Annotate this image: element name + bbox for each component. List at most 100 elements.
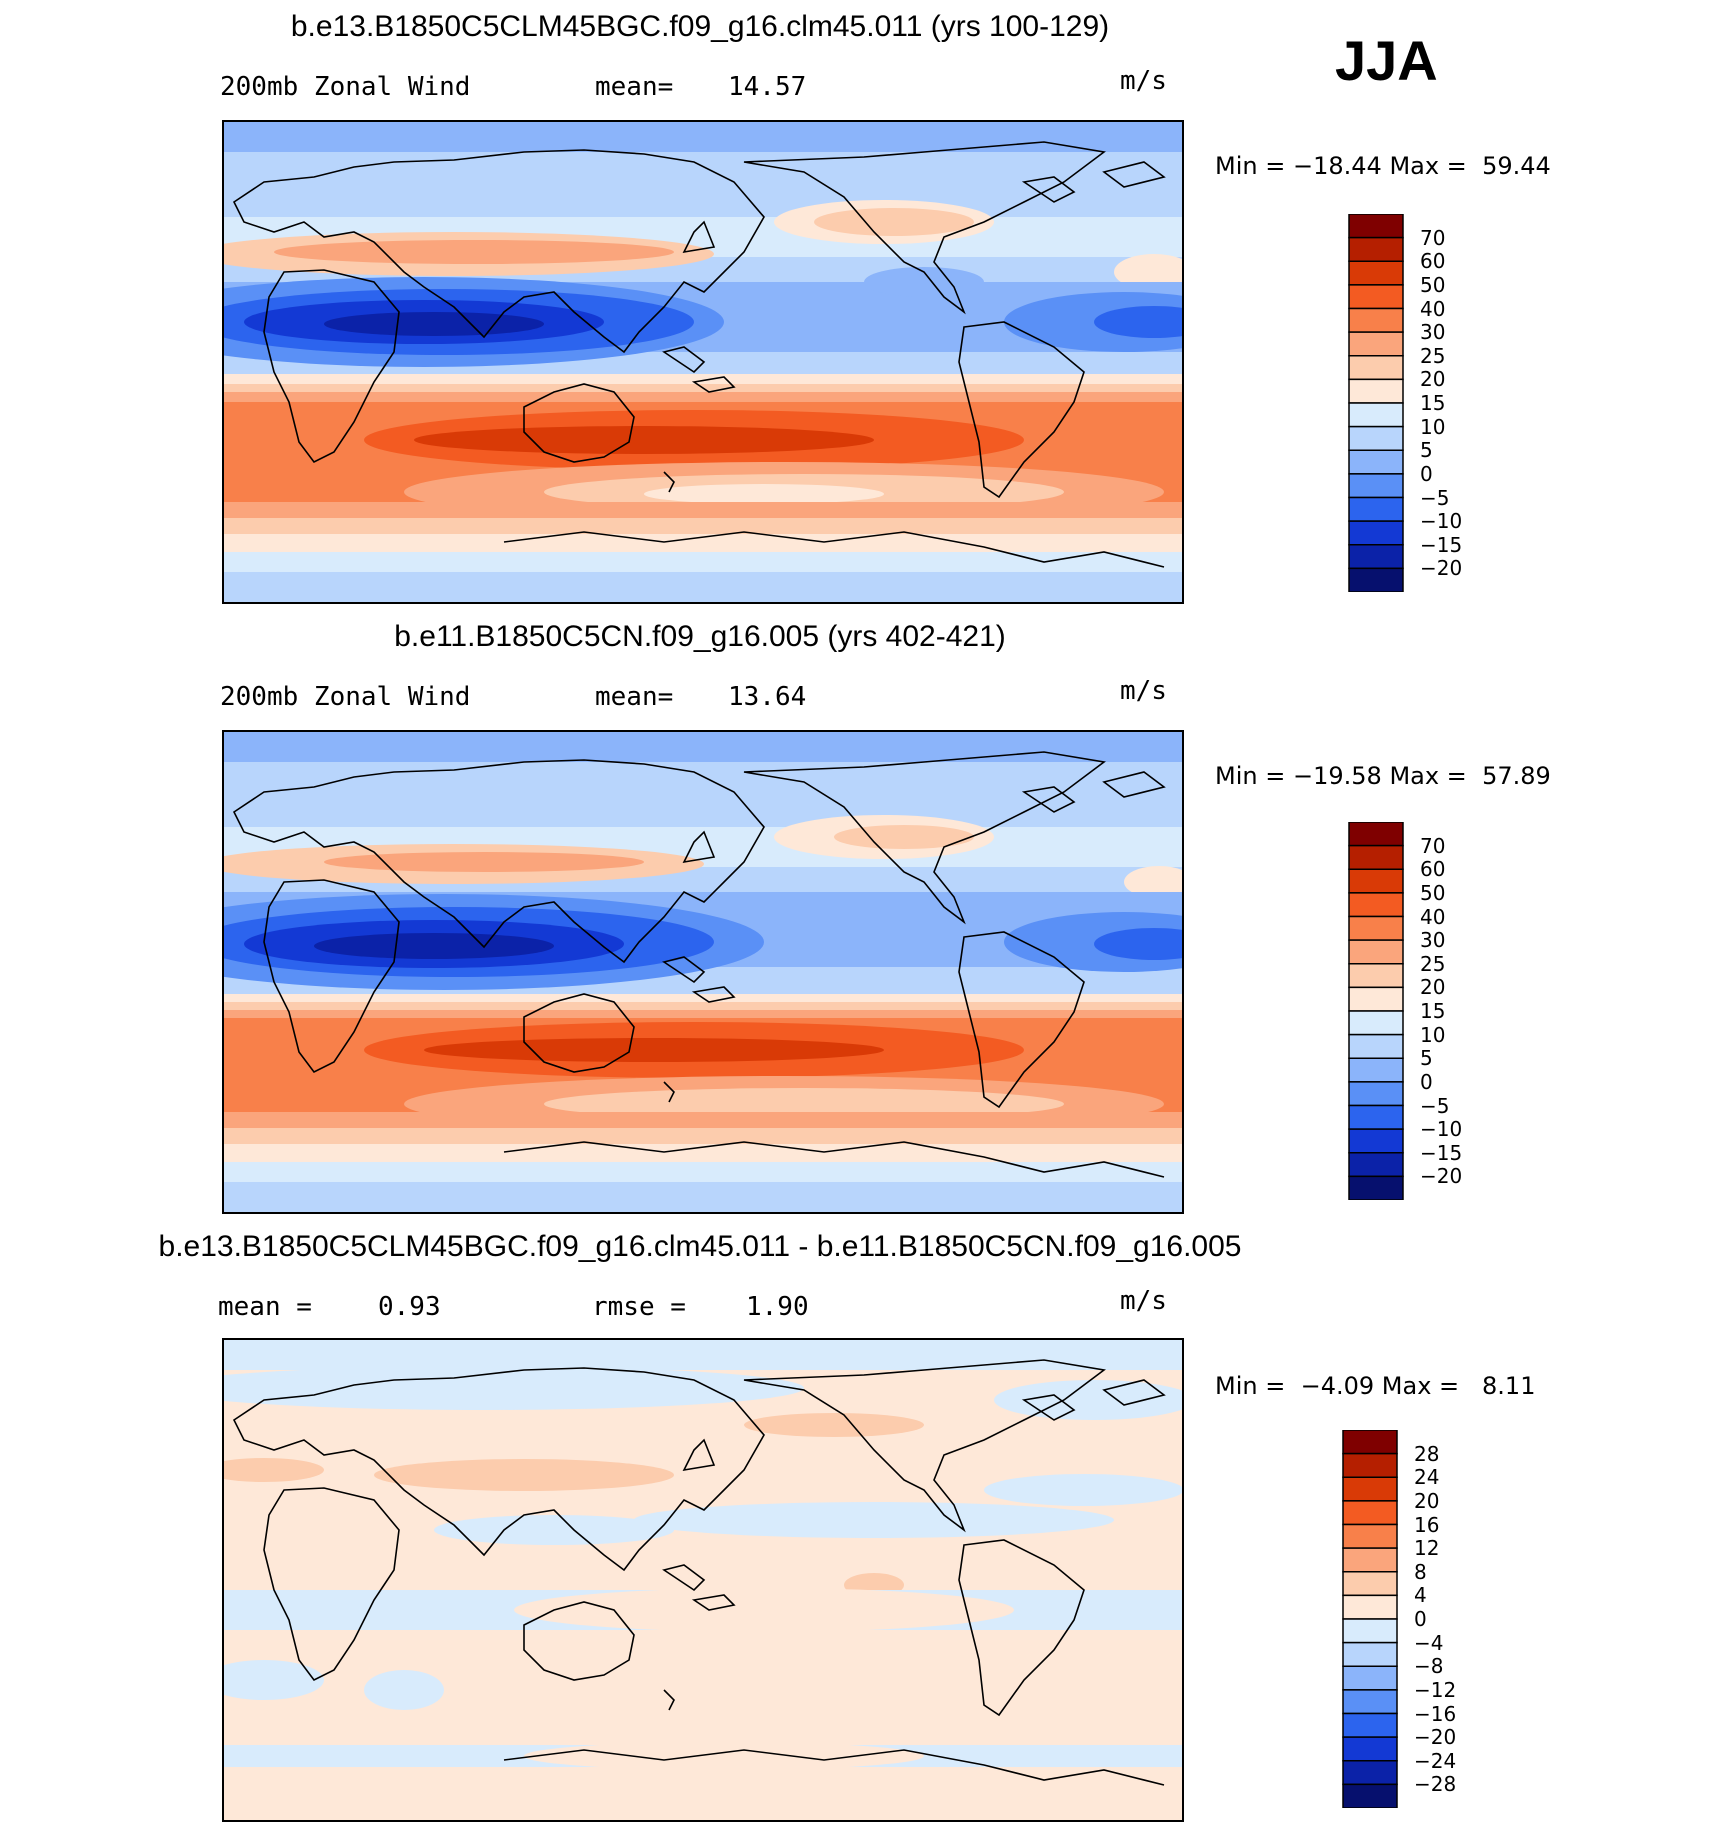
colorbar-tick-label: −20: [1420, 556, 1463, 581]
colorbar-tick-label: 25: [1420, 343, 1446, 368]
colorbar-tick-label: −16: [1414, 1701, 1457, 1726]
panel-top-units: m/s: [1120, 66, 1167, 96]
colorbar-tick-label: 0: [1420, 1069, 1433, 1094]
colorbar-tick-label: −12: [1414, 1677, 1457, 1702]
panel-top-map: [222, 120, 1184, 604]
panel-middle-title: b.e11.B1850C5CN.f09_g16.005 (yrs 402-421…: [394, 620, 1006, 653]
colorbar-swatch: [1348, 236, 1404, 262]
colorbar-tick-label: 24: [1414, 1465, 1440, 1490]
colorbar-swatch: [1348, 963, 1404, 989]
panel-bottom-minmax: Min = −4.09 Max = 8.11: [1215, 1372, 1535, 1400]
colorbar-tick-label: 50: [1420, 880, 1446, 905]
colorbar-tick-label: 10: [1420, 414, 1446, 439]
min-value: −4.09: [1300, 1372, 1375, 1400]
colorbar-tick-label: 30: [1420, 320, 1446, 345]
colorbar-tick-label: 0: [1420, 461, 1433, 486]
colorbar-swatch: [1348, 260, 1404, 286]
colorbar-tick-label: −28: [1414, 1772, 1457, 1797]
colorbar-swatch: [1348, 1057, 1404, 1083]
season-label: JJA: [1335, 29, 1438, 92]
panel-middle-mean-value: 13.64: [728, 682, 807, 712]
colorbar-tick-label: −20: [1414, 1725, 1457, 1750]
colorbar-swatch: [1348, 939, 1404, 965]
colorbar-swatch: [1348, 1152, 1404, 1178]
colorbar-tick-label: 10: [1420, 1022, 1446, 1047]
colorbar-swatch: [1348, 822, 1404, 847]
panel-bottom-rmse-label: rmse =: [592, 1292, 686, 1322]
panel-middle-mean-label: mean=: [595, 682, 674, 712]
colorbar-tick-label: 0: [1414, 1607, 1427, 1631]
colorbar-swatch: [1342, 1523, 1398, 1549]
colorbar-tick-label: 16: [1414, 1512, 1440, 1537]
colorbar-swatch: [1342, 1736, 1398, 1762]
colorbar-swatch: [1342, 1783, 1398, 1808]
colorbar-tick-label: −8: [1414, 1654, 1444, 1679]
colorbar-tick-label: −10: [1420, 509, 1463, 534]
colorbar-swatch: [1348, 473, 1404, 499]
colorbar-tick-label: 25: [1420, 951, 1446, 976]
panel-bottom-title: b.e13.B1850C5CLM45BGC.f09_g16.clm45.011 …: [158, 1230, 1242, 1263]
colorbar-tick-label: 60: [1420, 249, 1446, 274]
colorbar-tick-label: −5: [1420, 485, 1450, 510]
colorbar-swatch: [1348, 868, 1404, 894]
colorbar-swatch: [1342, 1712, 1398, 1738]
colorbar-tick-label: 60: [1420, 857, 1446, 882]
colorbar-swatch: [1348, 544, 1404, 570]
panel-top-colorbar: [1348, 214, 1404, 592]
colorbar-swatch: [1348, 844, 1404, 870]
panel-middle-map: [222, 730, 1184, 1214]
colorbar-swatch: [1348, 892, 1404, 918]
colorbar-swatch: [1348, 520, 1404, 546]
max-label: Max =: [1381, 1372, 1460, 1400]
max-value: 57.89: [1482, 762, 1551, 790]
max-label: Max =: [1389, 762, 1467, 790]
panel-middle-variable: 200mb Zonal Wind: [220, 682, 471, 712]
colorbar-swatch: [1342, 1760, 1398, 1786]
max-value: 59.44: [1482, 152, 1551, 180]
colorbar-swatch: [1342, 1476, 1398, 1502]
colorbar-swatch: [1348, 307, 1404, 333]
colorbar-tick-label: −5: [1420, 1093, 1450, 1118]
colorbar-swatch: [1348, 355, 1404, 381]
colorbar-swatch: [1342, 1689, 1398, 1715]
colorbar-swatch: [1348, 449, 1404, 475]
colorbar-tick-label: 30: [1420, 928, 1446, 953]
colorbar-swatch: [1342, 1547, 1398, 1573]
colorbar-swatch: [1348, 496, 1404, 522]
panel-top-title: b.e13.B1850C5CLM45BGC.f09_g16.clm45.011 …: [290, 10, 1110, 43]
colorbar-swatch: [1342, 1430, 1398, 1455]
colorbar-swatch: [1348, 331, 1404, 357]
panel-bottom-map: [222, 1338, 1184, 1822]
colorbar-swatch: [1342, 1641, 1398, 1667]
colorbar-swatch: [1348, 1081, 1404, 1107]
colorbar-swatch: [1348, 1128, 1404, 1154]
colorbar-swatch: [1348, 1104, 1404, 1130]
colorbar-tick-label: 12: [1414, 1536, 1440, 1561]
min-value: −18.44: [1292, 152, 1382, 180]
colorbar-swatch: [1342, 1452, 1398, 1478]
colorbar-tick-label: 20: [1414, 1488, 1440, 1513]
colorbar-swatch: [1348, 1175, 1404, 1200]
colorbar-tick-label: 5: [1420, 1046, 1433, 1071]
colorbar-tick-label: −15: [1420, 1140, 1463, 1165]
colorbar-swatch: [1342, 1594, 1398, 1620]
colorbar-tick-label: 70: [1420, 225, 1446, 250]
colorbar-tick-label: −20: [1420, 1164, 1463, 1189]
colorbar-tick-label: 20: [1420, 367, 1446, 392]
min-value: −19.58: [1292, 762, 1382, 790]
colorbar-swatch: [1348, 915, 1404, 941]
colorbar-swatch: [1348, 1033, 1404, 1059]
panel-middle-units: m/s: [1120, 676, 1167, 706]
max-label: Max =: [1389, 152, 1467, 180]
panel-bottom-colorbar: [1342, 1430, 1398, 1808]
colorbar-tick-label: 8: [1414, 1559, 1427, 1584]
colorbar-tick-label: 15: [1420, 391, 1446, 415]
colorbar-swatch: [1348, 1010, 1404, 1036]
colorbar-tick-label: −24: [1414, 1748, 1457, 1773]
panel-bottom-mean-label: mean =: [218, 1292, 312, 1322]
colorbar-tick-label: 20: [1420, 975, 1446, 1000]
colorbar-tick-label: −10: [1420, 1117, 1463, 1142]
panel-top-variable: 200mb Zonal Wind: [220, 72, 471, 102]
max-value: 8.11: [1482, 1372, 1536, 1400]
colorbar-tick-label: 4: [1414, 1583, 1427, 1608]
